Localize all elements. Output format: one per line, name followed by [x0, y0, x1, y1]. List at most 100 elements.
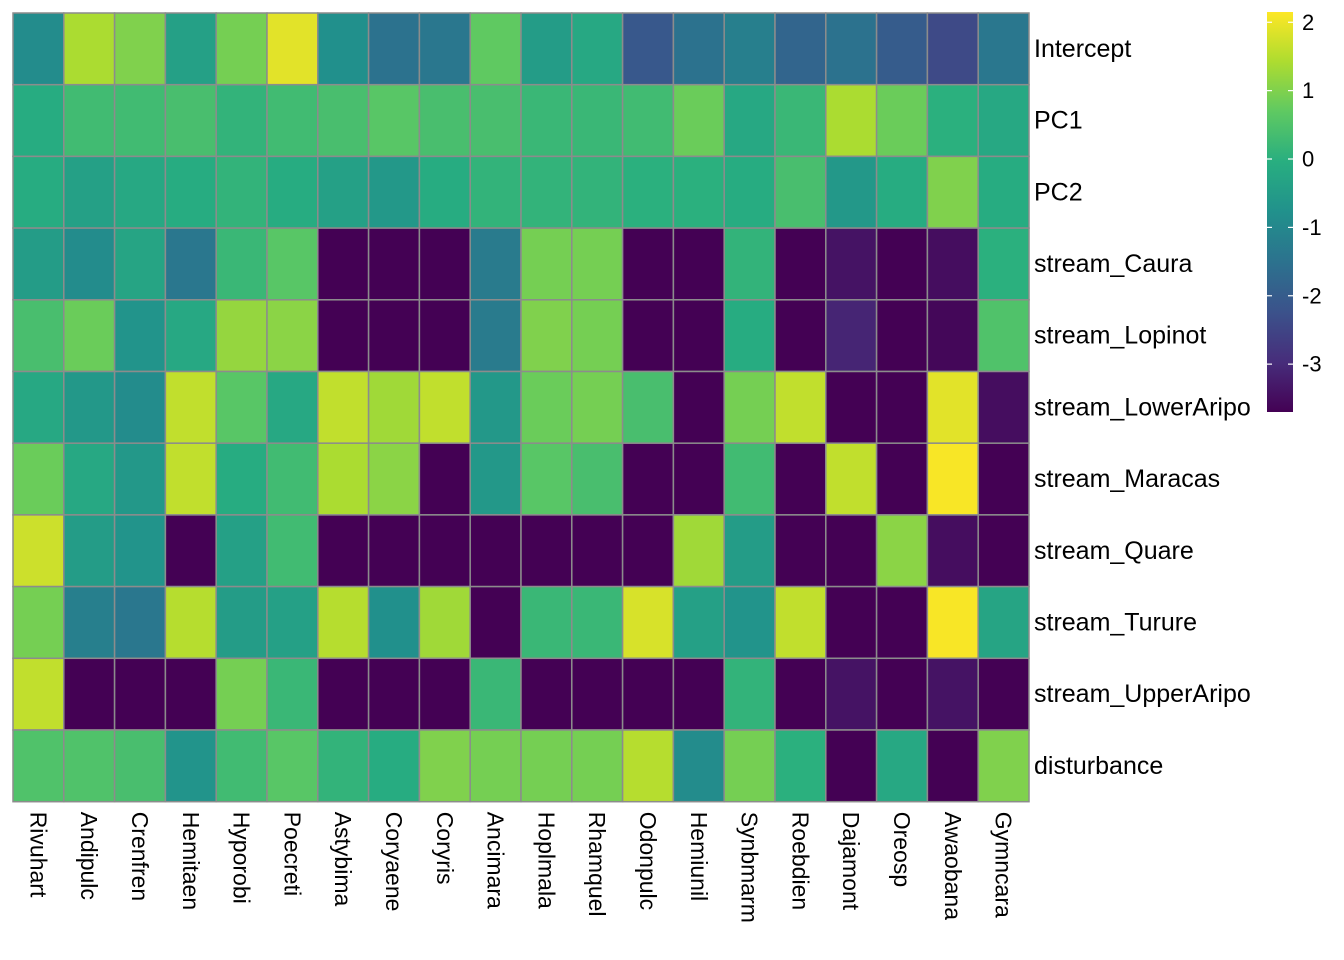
heatmap-cell-stream-maracas-rivuhart — [12, 442, 65, 516]
heatmap-cell-pc2-andipulc — [63, 155, 116, 229]
legend-tick-label: 0 — [1302, 147, 1314, 172]
heatmap-cell-stream-caura-hemiunil — [672, 227, 725, 301]
heatmap-cell-pc2-rivuhart — [12, 155, 65, 229]
heatmap-cell-stream-loweraripo-andipulc — [63, 370, 116, 444]
column-label-hemitaen: Hemitaen — [178, 812, 204, 910]
heatmap-cell-stream-quare-crenfren — [113, 514, 167, 588]
heatmap-cell-stream-caura-oreosp — [875, 227, 929, 301]
heatmap-cell-stream-upperaripo-crenfren — [113, 657, 167, 731]
legend-tick-label: -1 — [1302, 215, 1322, 240]
heatmap-cell-pc2-oreosp — [875, 155, 929, 229]
heatmap-cell-stream-maracas-awaobana — [926, 442, 979, 516]
heatmap-cell-stream-upperaripo-hoplmala — [520, 657, 573, 731]
heatmap-cell-stream-maracas-oreosp — [875, 442, 929, 516]
heatmap-cell-stream-loweraripo-odonpulc — [621, 370, 675, 444]
heatmap-cell-pc2-ancimara — [469, 155, 522, 229]
heatmap-cell-stream-caura-roebdien — [774, 227, 827, 301]
heatmap-cell-stream-lopinot-rivuhart — [12, 299, 65, 373]
row-label-stream-upperaripo: stream_UpperAripo — [1034, 680, 1251, 708]
heatmap-cell-pc2-coryaene — [367, 155, 421, 229]
heatmap-cell-stream-upperaripo-odonpulc — [621, 657, 675, 731]
column-label-astybima: Astybima — [330, 812, 356, 907]
heatmap-cell-stream-caura-coryaene — [367, 227, 421, 301]
heatmap-cell-stream-loweraripo-crenfren — [113, 370, 167, 444]
heatmap-cell-stream-loweraripo-hoplmala — [520, 370, 573, 444]
heatmap-cell-intercept-synbmarm — [723, 12, 776, 86]
heatmap-cell-disturbance-odonpulc — [621, 729, 675, 803]
heatmap-cell-stream-turure-roebdien — [774, 585, 827, 660]
heatmap-cell-stream-loweraripo-rivuhart — [12, 370, 65, 444]
heatmap-cell-pc1-coryaene — [367, 83, 421, 158]
heatmap-cell-pc1-rhamquel — [571, 83, 624, 158]
heatmap-cell-stream-quare-rivuhart — [12, 514, 65, 588]
heatmap-cell-stream-loweraripo-coryris — [418, 370, 471, 444]
row-label-pc1: PC1 — [1034, 107, 1083, 135]
heatmap-cell-pc1-awaobana — [926, 83, 979, 158]
heatmap-cell-disturbance-andipulc — [63, 729, 116, 803]
column-label-hemiunil: Hemiunil — [686, 812, 712, 901]
heatmap-cell-stream-quare-gymncara — [977, 514, 1030, 588]
heatmap-cell-disturbance-coryris — [418, 729, 471, 803]
heatmap-cell-disturbance-hyporobi — [215, 729, 268, 803]
legend-tick-label: 2 — [1302, 10, 1314, 35]
heatmap-cell-stream-turure-odonpulc — [621, 585, 675, 660]
heatmap-cell-disturbance-hemitaen — [164, 729, 217, 803]
heatmap-cell-pc2-awaobana — [926, 155, 979, 229]
heatmap-cell-stream-upperaripo-coryris — [418, 657, 471, 731]
column-label-rivuhart: Rivuhart — [25, 812, 51, 898]
row-label-stream-turure: stream_Turure — [1034, 608, 1197, 636]
heatmap-cell-disturbance-gymncara — [977, 729, 1030, 803]
heatmap-cell-disturbance-synbmarm — [723, 729, 776, 803]
heatmap-cell-stream-caura-hemitaen — [164, 227, 217, 301]
heatmap-cell-stream-quare-coryaene — [367, 514, 421, 588]
heatmap-cell-pc1-oreosp — [875, 83, 929, 158]
heatmap-cell-stream-quare-synbmarm — [723, 514, 776, 588]
heatmap-cell-stream-turure-hemitaen — [164, 585, 217, 660]
heatmap-cell-pc1-poecreti — [266, 83, 319, 158]
heatmap-cell-disturbance-astybima — [317, 729, 370, 803]
heatmap-cell-intercept-awaobana — [926, 12, 979, 86]
heatmap-cell-stream-caura-awaobana — [926, 227, 979, 301]
column-label-dajamont: Dajamont — [838, 812, 864, 911]
column-label-oreosp: Oreosp — [889, 812, 915, 887]
heatmap-cell-stream-maracas-dajamont — [825, 442, 878, 516]
heatmap-cell-intercept-hemiunil — [672, 12, 725, 86]
heatmap-cell-disturbance-coryaene — [367, 729, 421, 803]
heatmap-cell-stream-loweraripo-synbmarm — [723, 370, 776, 444]
heatmap-cell-stream-maracas-odonpulc — [621, 442, 675, 516]
heatmap-cell-stream-loweraripo-poecreti — [266, 370, 319, 444]
heatmap-cell-stream-caura-ancimara — [469, 227, 522, 301]
heatmap-cell-stream-quare-awaobana — [926, 514, 979, 588]
heatmap-cell-stream-lopinot-rhamquel — [571, 299, 624, 373]
heatmap-cell-intercept-hyporobi — [215, 12, 268, 86]
heatmap-cell-stream-loweraripo-hemitaen — [164, 370, 217, 444]
heatmap-cell-stream-quare-rhamquel — [571, 514, 624, 588]
heatmap-cell-stream-maracas-poecreti — [266, 442, 319, 516]
heatmap-cell-pc2-gymncara — [977, 155, 1030, 229]
row-label-stream-maracas: stream_Maracas — [1034, 465, 1220, 493]
heatmap-cell-intercept-andipulc — [63, 12, 116, 86]
heatmap-cell-stream-lopinot-astybima — [317, 299, 370, 373]
row-label-intercept: Intercept — [1034, 35, 1131, 63]
heatmap-cell-stream-turure-gymncara — [977, 585, 1030, 660]
heatmap-cell-pc1-crenfren — [113, 83, 167, 158]
legend-tick-label: 1 — [1302, 78, 1314, 103]
heatmap-cell-pc1-astybima — [317, 83, 370, 158]
heatmap-cell-disturbance-dajamont — [825, 729, 878, 803]
heatmap-cell-pc1-odonpulc — [621, 83, 675, 158]
heatmap-cell-stream-lopinot-andipulc — [63, 299, 116, 373]
heatmap-cell-stream-lopinot-dajamont — [825, 299, 878, 373]
heatmap-cell-stream-maracas-astybima — [317, 442, 370, 516]
heatmap-cell-pc1-hoplmala — [520, 83, 573, 158]
heatmap-cell-intercept-odonpulc — [621, 12, 675, 86]
column-label-andipulc: Andipulc — [76, 812, 102, 900]
heatmap-cell-stream-quare-poecreti — [266, 514, 319, 588]
heatmap-cell-pc1-dajamont — [825, 83, 878, 158]
heatmap-cell-pc1-andipulc — [63, 83, 116, 158]
row-labels: Intercept PC1 PC2 stream_Caura stream_Lopino… — [1034, 35, 1251, 780]
heatmap-cell-stream-turure-ancimara — [469, 585, 522, 660]
heatmap-cell-pc2-hemiunil — [672, 155, 725, 229]
heatmap-cell-stream-lopinot-awaobana — [926, 299, 979, 373]
heatmap-cell-stream-turure-rivuhart — [12, 585, 65, 660]
heatmap-cell-stream-upperaripo-rivuhart — [12, 657, 65, 731]
